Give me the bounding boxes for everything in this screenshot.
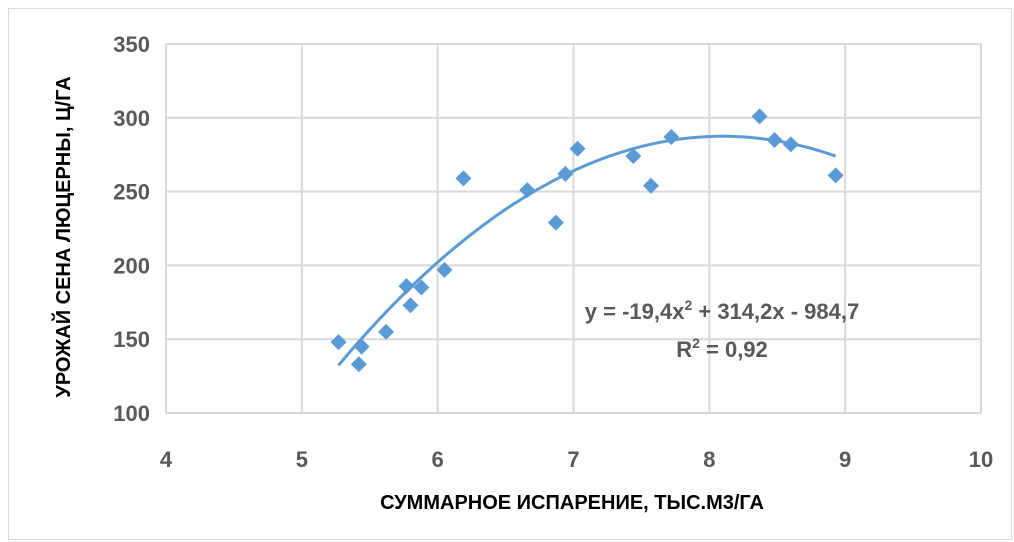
data-point-18 [782,136,799,153]
x-tick-label: 8 [703,447,715,472]
data-point-15 [663,128,680,145]
data-point-9 [519,182,536,199]
data-point-7 [436,261,453,278]
data-points [330,108,844,373]
data-point-11 [557,165,574,182]
data-point-16 [751,108,768,125]
x-tick-label: 10 [969,447,993,472]
y-tick-label: 150 [113,327,150,352]
data-point-17 [766,131,783,148]
y-tick-labels: 100 150 200 250 300 350 [113,32,150,426]
data-point-19 [827,167,844,184]
data-point-6 [413,279,430,296]
trendline-equation: y = -19,4x2 + 314,2x - 984,7 [585,297,859,324]
data-point-13 [625,148,642,165]
x-tick-label: 9 [839,447,851,472]
data-point-2 [353,338,370,355]
y-tick-label: 100 [113,401,150,426]
y-axis-title: УРОЖАЙ СЕНА ЛЮЦЕРНЫ, Ц/ГА [51,76,75,397]
gridlines [165,43,982,414]
y-tick-label: 300 [113,106,150,131]
x-tick-labels: 4 5 6 7 8 9 10 [160,447,993,472]
data-point-10 [547,214,564,231]
data-point-12 [569,140,586,157]
x-axis-title: СУММАРНОЕ ИСПАРЕНИЕ, ТЫС.М3/ГА [380,492,764,514]
x-tick-label: 7 [567,447,579,472]
data-point-8 [455,170,472,187]
data-point-3 [378,323,395,340]
y-tick-label: 250 [113,180,150,205]
y-tick-label: 200 [113,253,150,278]
data-point-5 [402,297,419,314]
x-tick-label: 6 [432,447,444,472]
x-tick-label: 4 [160,447,173,472]
data-point-4 [398,278,415,295]
data-point-1 [350,356,367,373]
data-point-14 [642,177,659,194]
y-tick-label: 350 [113,32,150,57]
polynomial-trendline [337,134,837,367]
r-squared-label: R2 = 0,92 [676,335,768,362]
x-tick-label: 5 [296,447,308,472]
data-point-0 [330,334,347,351]
